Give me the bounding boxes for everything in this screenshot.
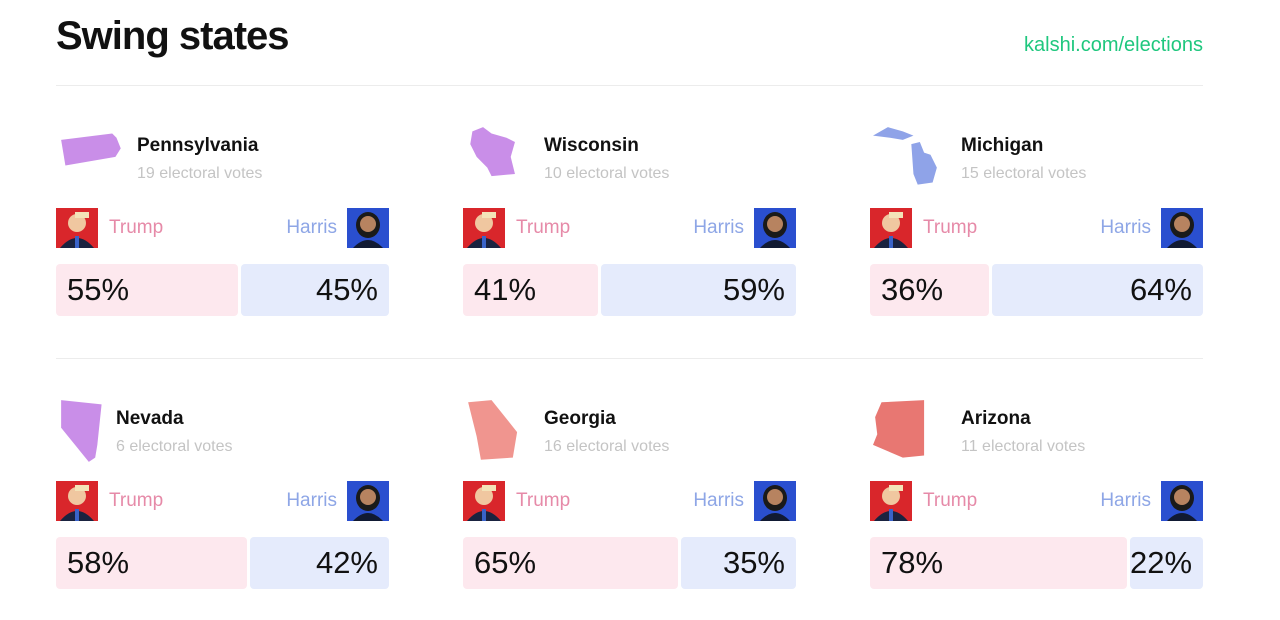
state-card: Arizona 11 electoral votes Trump Harris … <box>870 398 1203 598</box>
trump-label: Trump <box>923 217 978 238</box>
divider <box>56 358 1203 359</box>
state-name: Pennsylvania <box>137 135 259 156</box>
trump-label: Trump <box>109 490 164 511</box>
electoral-votes: 6 electoral votes <box>116 438 233 455</box>
trump-odds-bar[interactable]: 36% <box>870 264 989 316</box>
harris-avatar <box>1161 481 1203 521</box>
trump-avatar <box>463 208 505 248</box>
harris-odds-bar[interactable]: 42% <box>250 537 389 589</box>
trump-avatar <box>870 208 912 248</box>
electoral-votes: 16 electoral votes <box>544 438 670 455</box>
harris-odds-bar[interactable]: 35% <box>681 537 796 589</box>
state-card: Georgia 16 electoral votes Trump Harris … <box>463 398 796 598</box>
state-card: Wisconsin 10 electoral votes Trump Harri… <box>463 125 796 325</box>
state-shape-icon <box>61 133 121 166</box>
electoral-votes: 10 electoral votes <box>544 165 670 182</box>
trump-label: Trump <box>109 217 164 238</box>
electoral-votes: 11 electoral votes <box>961 438 1086 455</box>
harris-avatar <box>1161 208 1203 248</box>
trump-label: Trump <box>516 490 571 511</box>
harris-label: Harris <box>286 490 337 511</box>
electoral-votes: 15 electoral votes <box>961 165 1087 182</box>
trump-odds-bar[interactable]: 58% <box>56 537 247 589</box>
harris-label: Harris <box>693 217 744 238</box>
state-name: Arizona <box>961 408 1031 429</box>
harris-odds-bar[interactable]: 22% <box>1130 537 1203 589</box>
trump-odds-bar[interactable]: 78% <box>870 537 1127 589</box>
trump-odds-bar[interactable]: 55% <box>56 264 238 316</box>
state-shape-icon <box>61 400 102 462</box>
state-card: Michigan 15 electoral votes Trump Harris… <box>870 125 1203 325</box>
state-shape-icon <box>873 400 925 458</box>
state-name: Georgia <box>544 408 616 429</box>
trump-avatar <box>56 481 98 521</box>
harris-odds-bar[interactable]: 64% <box>992 264 1203 316</box>
elections-link[interactable]: kalshi.com/elections <box>1024 34 1203 56</box>
state-name: Michigan <box>961 135 1044 156</box>
divider <box>56 85 1203 86</box>
harris-label: Harris <box>693 490 744 511</box>
harris-label: Harris <box>1100 217 1151 238</box>
harris-odds-bar[interactable]: 59% <box>601 264 796 316</box>
harris-avatar <box>754 208 796 248</box>
harris-avatar <box>754 481 796 521</box>
page-title: Swing states <box>56 14 290 58</box>
state-name: Nevada <box>116 408 184 429</box>
trump-odds-bar[interactable]: 41% <box>463 264 598 316</box>
electoral-votes: 19 electoral votes <box>137 165 263 182</box>
state-shape-icon <box>873 127 937 185</box>
state-card: Pennsylvania 19 electoral votes Trump Ha… <box>56 125 389 325</box>
harris-avatar <box>347 481 389 521</box>
harris-label: Harris <box>286 217 337 238</box>
trump-odds-bar[interactable]: 65% <box>463 537 678 589</box>
harris-avatar <box>347 208 389 248</box>
trump-avatar <box>56 208 98 248</box>
trump-avatar <box>870 481 912 521</box>
trump-avatar <box>463 481 505 521</box>
trump-label: Trump <box>923 490 978 511</box>
trump-label: Trump <box>516 217 571 238</box>
harris-odds-bar[interactable]: 45% <box>241 264 389 316</box>
state-card: Nevada 6 electoral votes Trump Harris 58… <box>56 398 389 598</box>
harris-label: Harris <box>1100 490 1151 511</box>
state-name: Wisconsin <box>544 135 639 156</box>
state-shape-icon <box>470 127 515 177</box>
state-shape-icon <box>468 400 518 460</box>
